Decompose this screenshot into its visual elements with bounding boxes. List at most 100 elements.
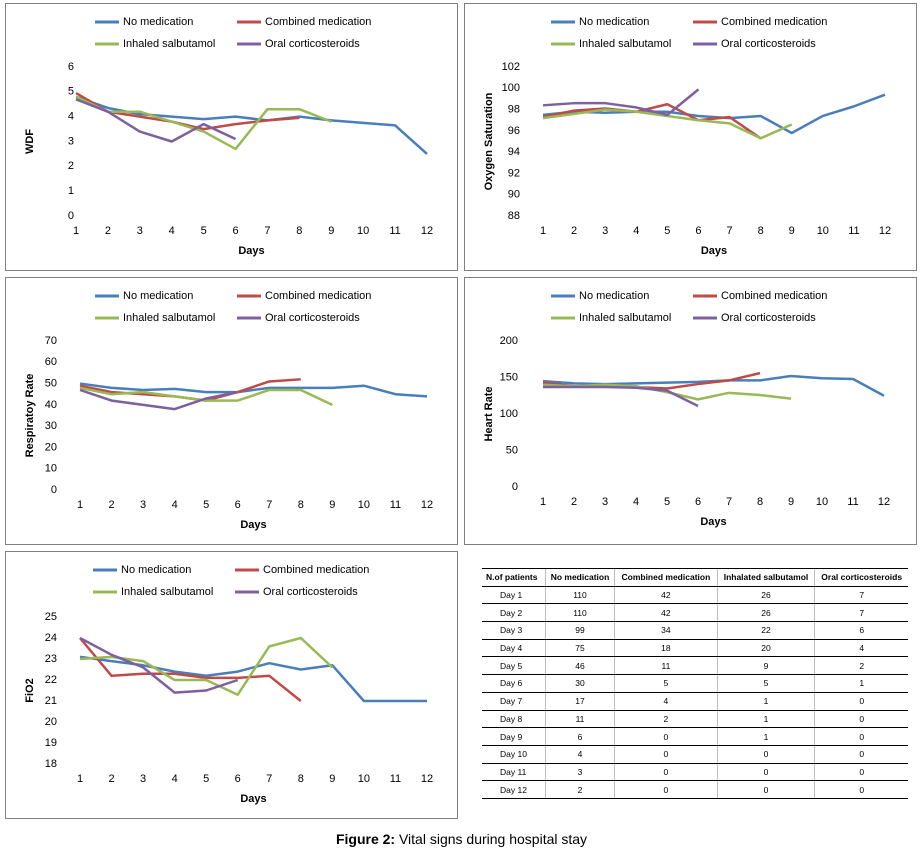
x-tick-label: 1 bbox=[540, 225, 546, 237]
x-tick-label: 12 bbox=[421, 225, 433, 237]
y-tick-label: 50 bbox=[45, 377, 57, 389]
y-tick-label: 20 bbox=[45, 716, 57, 728]
y-tick-label: 94 bbox=[508, 146, 520, 158]
x-tick-label: 2 bbox=[571, 225, 577, 237]
table-cell: Day 2 bbox=[482, 603, 546, 623]
table-cell: 2 bbox=[544, 780, 615, 799]
table-cell: 1 bbox=[716, 727, 815, 746]
x-tick-label: 8 bbox=[758, 225, 764, 237]
table-cell: 11 bbox=[614, 656, 718, 676]
legend-label: Oral corticosteroids bbox=[721, 312, 816, 324]
y-tick-label: 18 bbox=[45, 758, 57, 770]
table-row: Day 2 110 42 26 7 bbox=[482, 603, 908, 623]
x-tick-label: 8 bbox=[296, 225, 302, 237]
y-tick-label: 30 bbox=[45, 420, 57, 432]
x-axis-title: Days bbox=[701, 245, 727, 257]
legend-label: Combined medication bbox=[265, 290, 371, 302]
legend-label: Inhaled salbutamol bbox=[121, 586, 213, 598]
y-tick-label: 21 bbox=[45, 695, 57, 707]
y-tick-label: 1 bbox=[68, 185, 74, 197]
legend-label: Inhaled salbutamol bbox=[123, 38, 215, 50]
table-row: Day 10 4 0 0 0 bbox=[482, 745, 908, 764]
x-tick-label: 12 bbox=[421, 773, 433, 785]
caption: Figure 2: Vital signs during hospital st… bbox=[0, 831, 923, 847]
x-tick-label: 3 bbox=[140, 773, 146, 785]
table-cell: 26 bbox=[716, 586, 815, 605]
x-tick-label: 4 bbox=[169, 225, 175, 237]
table-cell: 99 bbox=[544, 621, 615, 640]
series-line bbox=[79, 636, 239, 694]
table-cell: 6 bbox=[814, 621, 908, 640]
table-cell: 0 bbox=[716, 745, 815, 764]
x-tick-label: 10 bbox=[817, 225, 829, 237]
table-cell: 5 bbox=[614, 674, 718, 693]
x-tick-label: 2 bbox=[108, 499, 114, 511]
table-cell: Day 12 bbox=[482, 780, 546, 799]
x-tick-label: 6 bbox=[235, 773, 241, 785]
table-cell: 0 bbox=[614, 745, 718, 764]
x-tick-label: 4 bbox=[172, 499, 178, 511]
x-tick-label: 9 bbox=[328, 225, 334, 237]
y-tick-label: 150 bbox=[500, 371, 518, 383]
table-cell: Day 3 bbox=[482, 621, 546, 640]
x-tick-label: 1 bbox=[73, 225, 79, 237]
table-cell: Day 1 bbox=[482, 586, 546, 605]
table-cell: 0 bbox=[814, 745, 908, 764]
x-tick-label: 5 bbox=[203, 773, 209, 785]
table-cell: 42 bbox=[614, 586, 718, 605]
series-line bbox=[79, 388, 238, 411]
table-cell: 0 bbox=[614, 780, 718, 799]
legend-label: Combined medication bbox=[721, 16, 827, 28]
x-tick-label: 1 bbox=[77, 499, 83, 511]
x-tick-label: 7 bbox=[266, 499, 272, 511]
legend-label: Oral corticosteroids bbox=[265, 312, 360, 324]
table-cell: 18 bbox=[614, 639, 718, 658]
x-tick-label: 8 bbox=[757, 496, 763, 508]
x-tick-label: 9 bbox=[329, 499, 335, 511]
x-tick-label: 11 bbox=[389, 225, 400, 237]
table-cell: 7 bbox=[814, 603, 908, 623]
y-tick-label: 92 bbox=[508, 167, 520, 179]
x-tick-label: 11 bbox=[390, 499, 401, 511]
y-tick-label: 200 bbox=[500, 335, 518, 347]
table-row: Day 1 110 42 26 7 bbox=[482, 586, 908, 605]
x-tick-label: 5 bbox=[203, 499, 209, 511]
x-tick-label: 5 bbox=[201, 225, 207, 237]
table-row: Day 4 75 18 20 4 bbox=[482, 639, 908, 658]
y-axis-title: WDF bbox=[24, 129, 36, 154]
y-axis-title: Oxygen Saturation bbox=[483, 92, 495, 190]
y-tick-label: 96 bbox=[508, 125, 520, 137]
table-cell: Day 8 bbox=[482, 710, 546, 729]
y-tick-label: 100 bbox=[500, 408, 518, 420]
legend-label: Inhaled salbutamol bbox=[123, 312, 215, 324]
x-tick-label: 7 bbox=[726, 496, 732, 508]
series-line bbox=[79, 637, 302, 702]
table-cell: Day 11 bbox=[482, 763, 546, 782]
table-cell: 0 bbox=[614, 727, 718, 746]
y-tick-label: 88 bbox=[508, 210, 520, 222]
table-cell: 20 bbox=[716, 639, 815, 658]
table-row: Day 11 3 0 0 0 bbox=[482, 763, 908, 782]
x-tick-label: 9 bbox=[329, 773, 335, 785]
table-row: Day 6 30 5 5 1 bbox=[482, 674, 908, 693]
table-cell: 26 bbox=[716, 603, 815, 623]
series-line bbox=[542, 93, 886, 135]
x-tick-label: 7 bbox=[264, 225, 270, 237]
x-tick-label: 5 bbox=[664, 225, 670, 237]
x-tick-label: 10 bbox=[358, 499, 370, 511]
table-cell: 0 bbox=[814, 763, 908, 782]
y-tick-label: 25 bbox=[45, 611, 57, 623]
x-tick-label: 11 bbox=[390, 773, 401, 785]
series-line bbox=[542, 103, 762, 140]
y-tick-label: 10 bbox=[45, 463, 57, 475]
y-tick-label: 102 bbox=[502, 61, 520, 73]
y-tick-label: 50 bbox=[506, 444, 518, 456]
table-row: Day 7 17 4 1 0 bbox=[482, 692, 908, 711]
y-tick-label: 5 bbox=[68, 86, 74, 98]
x-tick-label: 2 bbox=[571, 496, 577, 508]
series-line bbox=[79, 382, 428, 398]
legend-label: Oral corticosteroids bbox=[263, 586, 358, 598]
legend-label: Combined medication bbox=[263, 564, 369, 576]
x-axis-title: Days bbox=[700, 516, 726, 528]
